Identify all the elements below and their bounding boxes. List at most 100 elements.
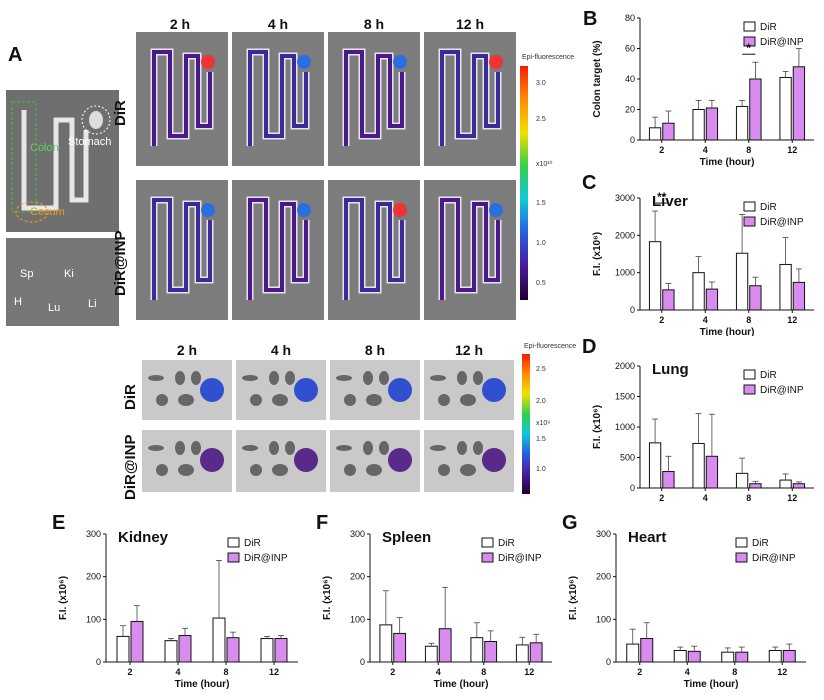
colon-anatomy-photo: Colon Stomach Cecum (6, 90, 119, 232)
panel-label-c: C (582, 172, 597, 194)
bar-dir (260, 638, 274, 663)
bar-dir (735, 472, 749, 489)
organ-image-dirinp-1 (142, 430, 232, 492)
bar-dir (424, 645, 438, 663)
bar-dir-inp (484, 641, 498, 663)
legend-label: DiR@INP (752, 553, 796, 564)
colon-colorbar-tick-5: 1.0 (536, 240, 546, 247)
x-tick-label: 8 (223, 667, 228, 677)
organ-blob (272, 464, 288, 476)
y-tick-label: 200 (350, 572, 365, 582)
legend-label: DiR@INP (760, 217, 804, 228)
x-axis-label: Time (hour) (175, 679, 230, 690)
x-tick-label: 2 (390, 667, 395, 677)
organ-blob (430, 445, 446, 451)
x-tick-label: 8 (481, 667, 486, 677)
organ-blob (285, 441, 295, 455)
x-tick-label: 8 (746, 315, 751, 325)
colon-image-dir-3 (328, 32, 420, 166)
organ-label-spleen: Sp (20, 268, 34, 280)
colon-row-label-dirinp: DiR@INP (112, 230, 129, 296)
organ-blob (457, 371, 467, 385)
chart-title: Lung (652, 361, 689, 378)
organ-blob (272, 394, 288, 406)
chart-liver: 0 1000 2000 3000 2 4 8 12 Time (hour) F.I. (x10⁶)… (592, 190, 814, 336)
organ-blob (379, 441, 389, 455)
bar-dir (779, 76, 792, 141)
organ-blob (191, 371, 201, 385)
legend-label: DiR (244, 538, 261, 549)
organ-colorbar (522, 354, 530, 494)
colon-colorbar-tick-4: 1.5 (536, 200, 546, 207)
legend-label: DiR@INP (760, 385, 804, 396)
organ-blob (156, 394, 168, 406)
x-tick-label: 2 (659, 145, 664, 155)
organ-blob (379, 371, 389, 385)
colon-time-12h: 12 h (455, 16, 484, 32)
organ-label-liver: Li (88, 298, 97, 310)
bar-dir-inp (130, 620, 144, 663)
bar-dir (779, 479, 792, 489)
x-tick-label: 4 (685, 667, 690, 677)
bar-dir-inp (705, 288, 719, 311)
y-tick-label: 1000 (615, 268, 635, 278)
colon-tissue (150, 48, 214, 146)
y-axis-label: F.I. (x10⁶) (568, 576, 579, 620)
colon-time-4h: 4 h (267, 16, 289, 32)
organ-blob (482, 378, 506, 402)
organ-label-kidney: Ki (64, 268, 74, 280)
organ-blob (482, 448, 506, 472)
bar-dir (626, 643, 640, 663)
x-axis-label: Time (hour) (700, 157, 755, 168)
organ-blob (366, 394, 382, 406)
bar-dir-inp (705, 455, 719, 489)
colon-colorbar-title: Epi-fluorescence (522, 54, 575, 61)
bar-dir-inp (226, 637, 240, 663)
y-tick-label: 300 (86, 529, 101, 539)
y-tick-label: 20 (625, 105, 635, 115)
bar-dir-inp (792, 66, 806, 141)
y-tick-label: 40 (625, 74, 635, 84)
y-tick-label: 300 (596, 529, 611, 539)
y-tick-label: 0 (630, 305, 635, 315)
x-axis-label: Time (hour) (434, 679, 489, 690)
bar-dir (515, 644, 529, 663)
x-tick-label: 4 (175, 667, 180, 677)
organ-time-2h: 2 h (176, 342, 198, 358)
organ-blob (336, 445, 352, 451)
stomach-signal (489, 203, 503, 217)
legend-label: DiR (498, 538, 515, 549)
organ-colorbar-unit: x10⁹ (536, 420, 551, 427)
bar-dir (648, 241, 662, 311)
legend-label: DiR (760, 202, 777, 213)
organ-blob (285, 371, 295, 385)
x-axis-label: Time (hour) (684, 679, 739, 690)
y-tick-label: 200 (596, 572, 611, 582)
organ-blob (175, 371, 185, 385)
legend-swatch (227, 537, 240, 548)
chart-kidney: 0 100 200 300 2 4 8 12 Time (hour) F.I. (x10⁶) Kid… (58, 529, 298, 690)
y-axis-label: F.I. (x10⁶) (592, 405, 603, 449)
bar-dir-inp (792, 281, 806, 311)
organ-blob (178, 464, 194, 476)
organ-blob (363, 371, 373, 385)
bar-dir-inp (274, 638, 288, 663)
organ-time-8h: 8 h (364, 342, 386, 358)
colon-signal (344, 198, 404, 300)
colon-time-2h: 2 h (169, 16, 191, 32)
organ-blob (460, 464, 476, 476)
y-axis-label: F.I. (x10⁶) (58, 576, 69, 620)
legend-swatch (481, 537, 494, 548)
bar-dir (779, 263, 792, 311)
x-tick-label: 12 (787, 493, 797, 503)
bar-dir (673, 649, 687, 663)
organ-blob (200, 448, 224, 472)
chart-heart: 0 100 200 300 2 4 8 12 Time (hour) F.I. (x10⁶) Hea… (568, 529, 806, 690)
x-tick-label: 12 (269, 667, 279, 677)
x-tick-label: 4 (703, 145, 708, 155)
x-tick-label: 4 (436, 667, 441, 677)
bar-dir-inp (705, 107, 719, 141)
organ-blob (294, 378, 318, 402)
colon-signal (152, 50, 212, 146)
chart-spleen: 0 100 200 300 2 4 8 12 Time (hour) F.I. (x10⁶) Spl… (322, 529, 552, 690)
